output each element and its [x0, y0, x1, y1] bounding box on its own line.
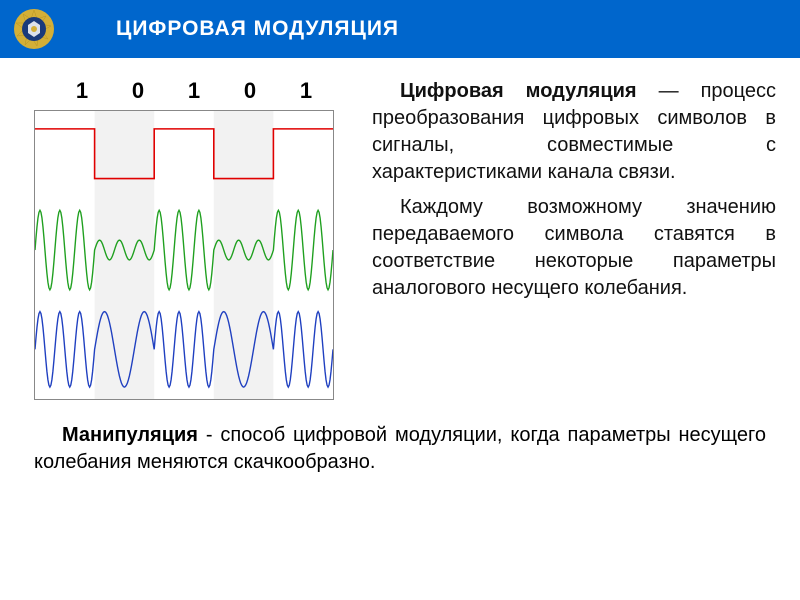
chart-column: 1 0 1 0 1: [24, 78, 344, 400]
term-1: Цифровая модуляция: [400, 80, 637, 102]
bit-labels: 1 0 1 0 1: [24, 78, 344, 104]
modulation-chart: [34, 110, 334, 400]
bit-label: 0: [222, 78, 278, 104]
para-1: Цифровая модуляция — процесс преобразова…: [372, 78, 776, 186]
page-title: ЦИФРОВАЯ МОДУЛЯЦИЯ: [116, 17, 399, 41]
bit-label: 1: [54, 78, 110, 104]
bottom-text: Манипуляция - способ цифровой модуляции,…: [0, 410, 800, 476]
bit-label: 1: [278, 78, 334, 104]
para-2: Каждому возможному значению передаваемог…: [372, 194, 776, 302]
definition-text: Цифровая модуляция — процесс преобразова…: [344, 78, 776, 400]
bit-label: 0: [110, 78, 166, 104]
main-content: 1 0 1 0 1 Цифровая модуляция — процесс п…: [0, 58, 800, 410]
bit-label: 1: [166, 78, 222, 104]
term-2: Манипуляция: [62, 424, 198, 446]
para-3: Манипуляция - способ цифровой модуляции,…: [34, 422, 766, 476]
header-bar: ЦИФРОВАЯ МОДУЛЯЦИЯ: [0, 0, 800, 58]
emblem-icon: [12, 7, 56, 51]
